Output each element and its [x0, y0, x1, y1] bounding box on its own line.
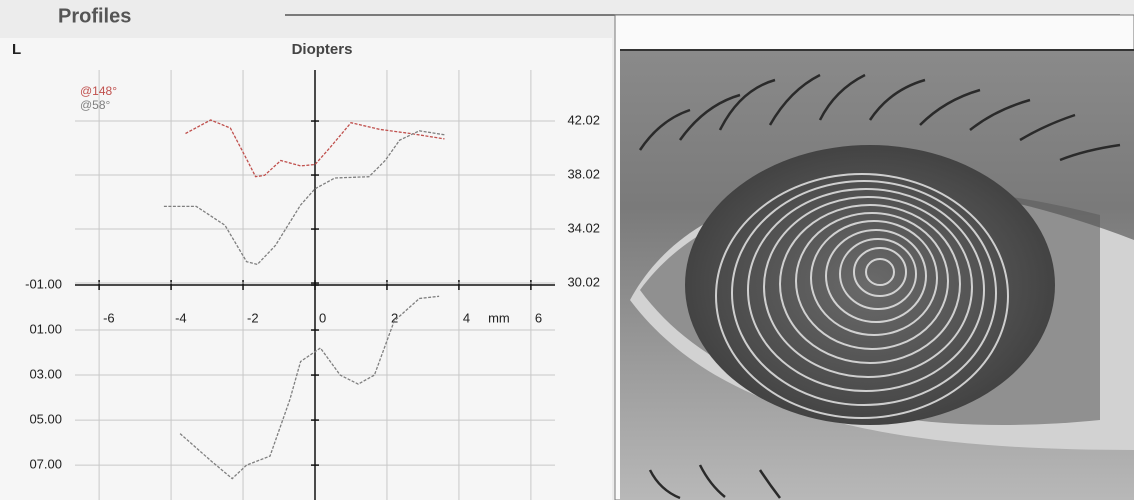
legend-entry: @58°	[80, 98, 111, 112]
x-tick-label: 4	[463, 310, 470, 325]
x-tick-label: -4	[175, 310, 187, 325]
screen: Profiles L Diopters -6-4-20246mm-01.0001…	[0, 0, 1134, 500]
iris	[685, 145, 1055, 425]
y2-tick-label: 34.02	[567, 220, 600, 235]
x-tick-label: -6	[103, 310, 115, 325]
x-tick-label: -2	[247, 310, 259, 325]
x-tick-label: 0	[319, 310, 326, 325]
y-tick-label: 07.00	[29, 457, 62, 472]
y2-tick-label: 42.02	[567, 112, 600, 127]
eye-label: L	[12, 41, 21, 58]
y2-tick-label: 30.02	[567, 274, 600, 289]
eye-image	[615, 15, 1134, 500]
legend-entry: @148°	[80, 84, 117, 98]
chart-title: Diopters	[292, 41, 353, 58]
x-axis-label: mm	[488, 310, 510, 325]
x-tick-label: 6	[535, 310, 542, 325]
header-title: Profiles	[58, 5, 131, 27]
y-tick-label: 05.00	[29, 412, 62, 427]
y-tick-label: 01.00	[29, 321, 62, 336]
y-tick-label: -01.00	[25, 276, 62, 291]
y-tick-label: 03.00	[29, 366, 62, 381]
y2-tick-label: 38.02	[567, 166, 600, 181]
